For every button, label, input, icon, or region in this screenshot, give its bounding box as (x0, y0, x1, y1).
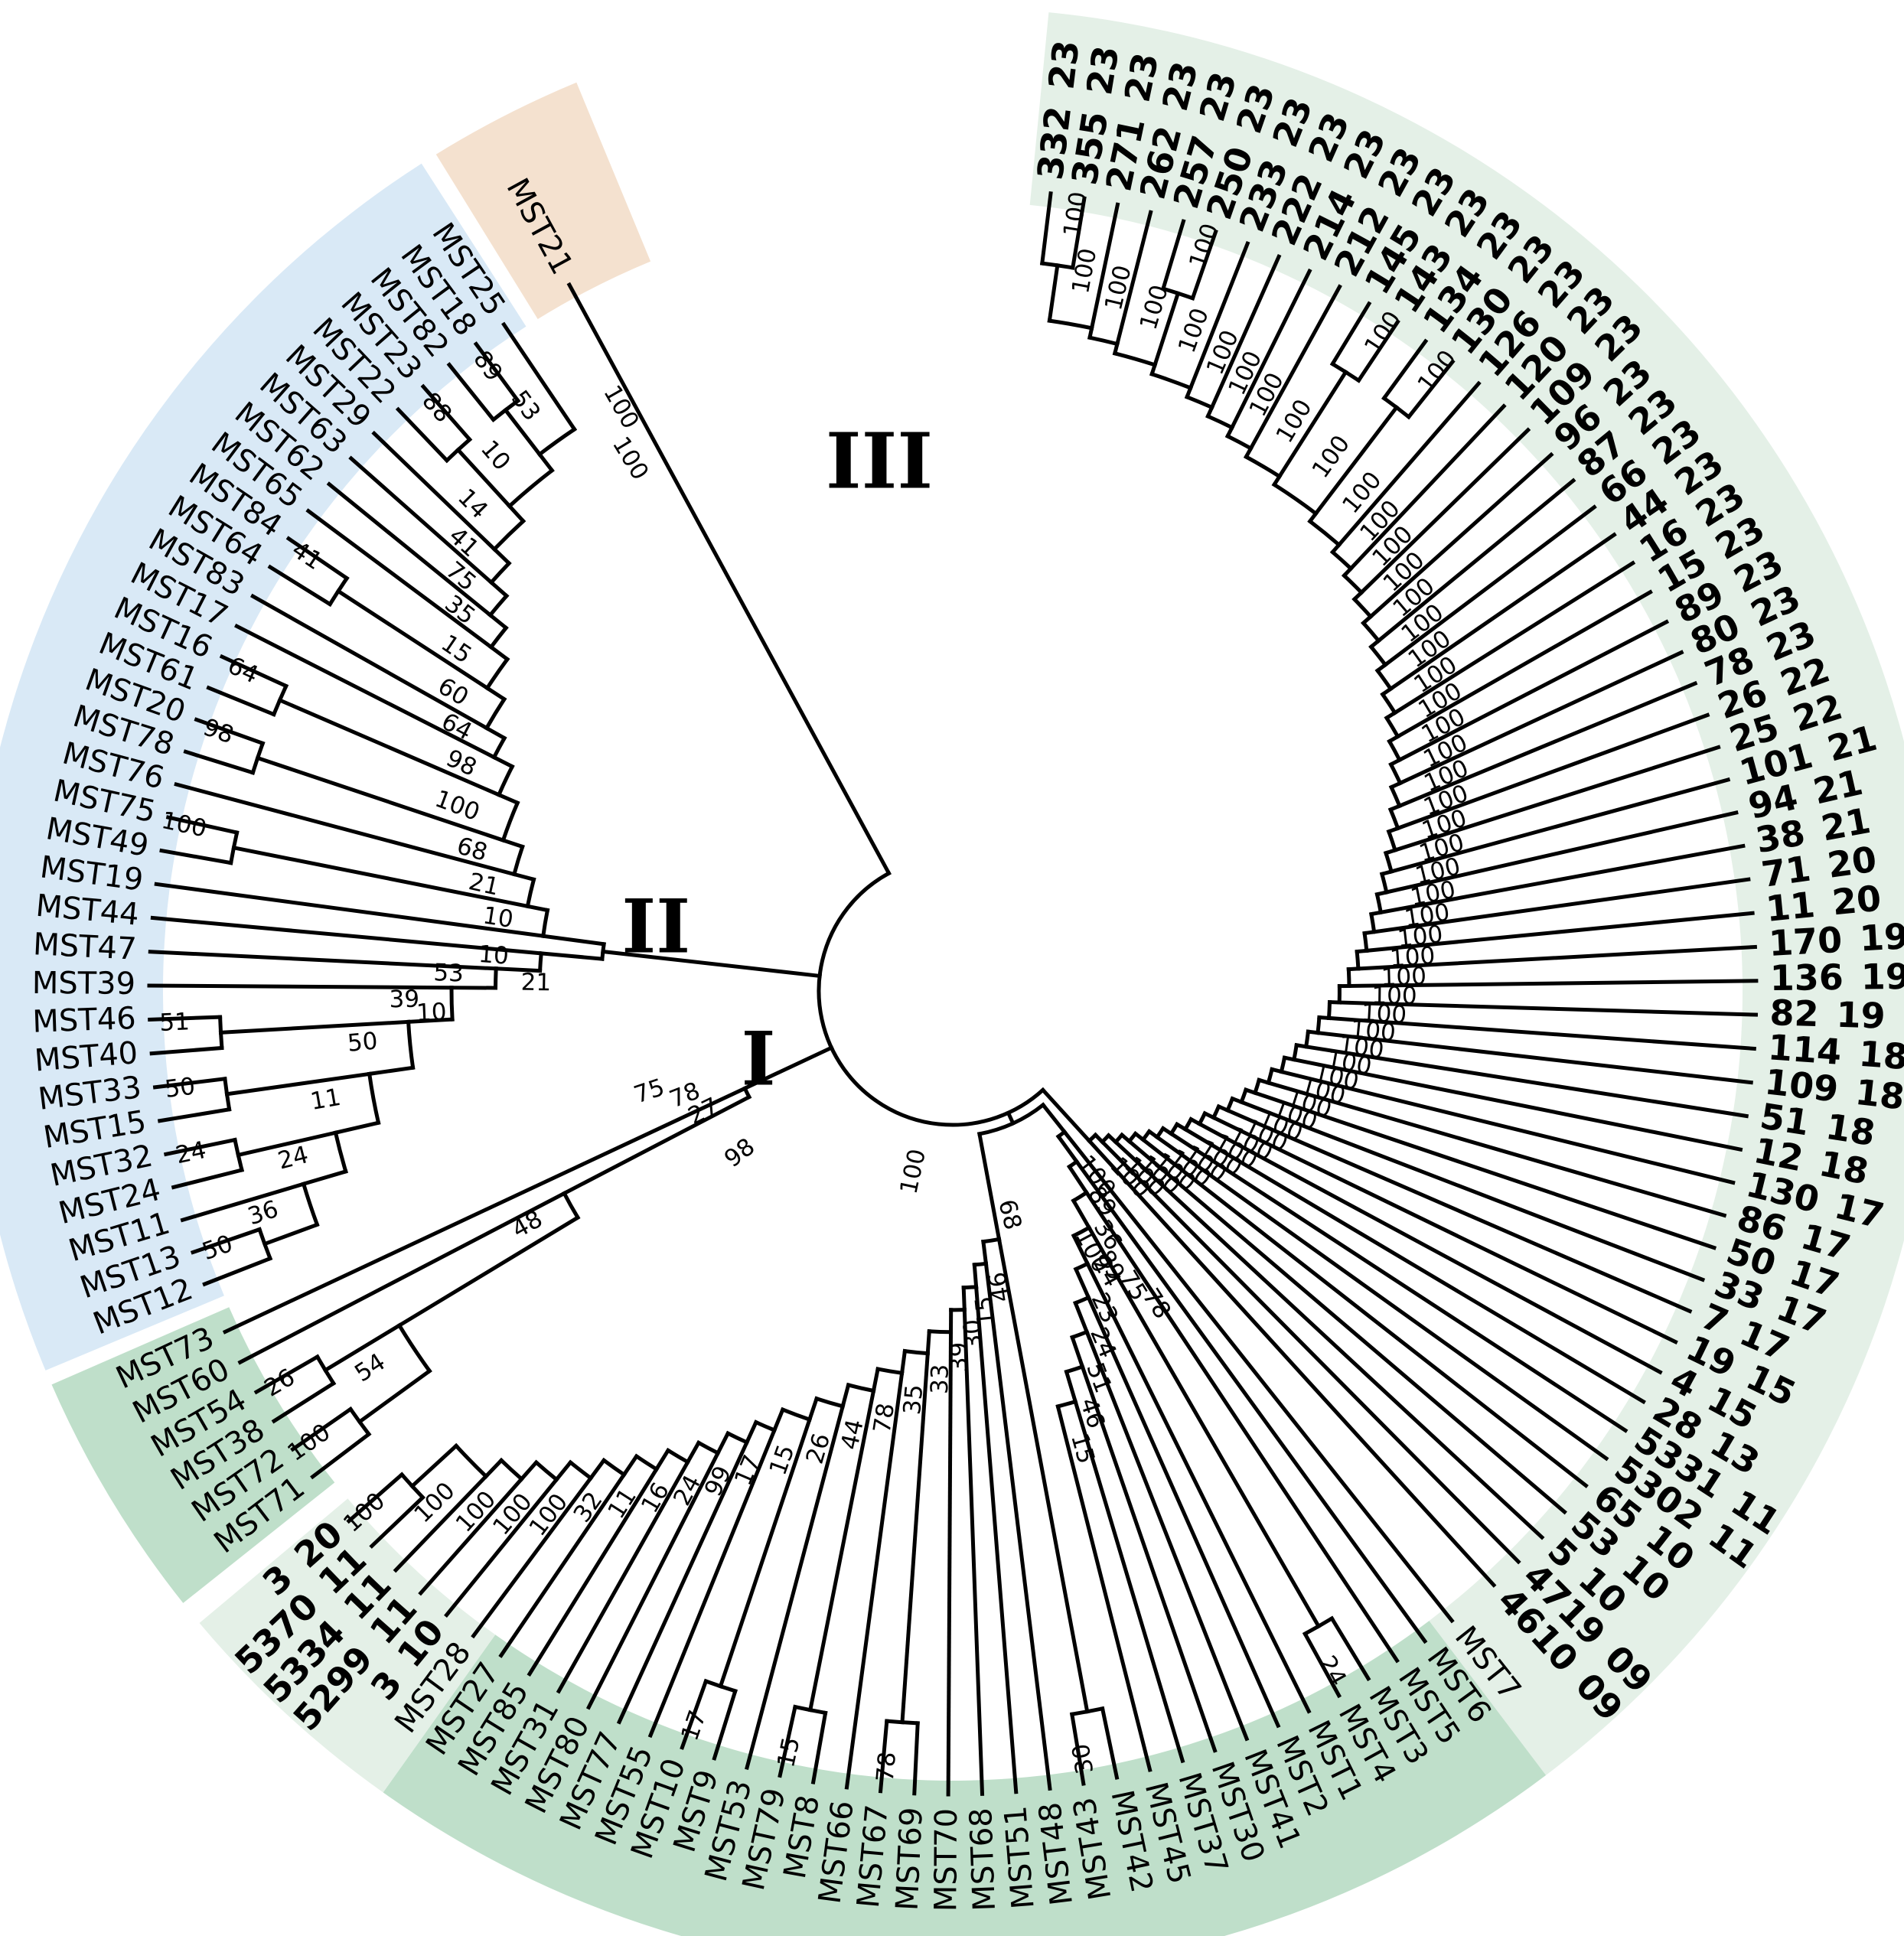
bootstrap-value: 15 (436, 630, 477, 670)
bootstrap-value: 10 (481, 901, 516, 934)
bootstrap-value: 35 (898, 1384, 928, 1416)
bootstrap-value: 24 (173, 1136, 208, 1169)
leaf-label: MST47 (32, 927, 137, 967)
cluster-wedge (1029, 12, 1904, 1775)
bootstrap-value: 98 (719, 1133, 760, 1173)
cluster-wedge (0, 163, 527, 1371)
bootstrap-value: 39 (945, 1341, 973, 1372)
bootstrap-value: 21 (520, 969, 551, 997)
bootstrap-value: 100 (487, 1488, 538, 1540)
bootstrap-value: 51 (159, 1008, 191, 1037)
cluster-wedge (435, 82, 651, 320)
clade-numeral-III: III (826, 416, 933, 507)
leaf-label: MST68 (963, 1807, 1003, 1912)
bootstrap-value: 39 (389, 986, 419, 1014)
bootstrap-value: 99 (699, 1462, 737, 1501)
bootstrap-value: 100 (1173, 305, 1214, 357)
bootstrap-value: 10 (416, 998, 447, 1027)
bootstrap-value: 46 (983, 1270, 1016, 1305)
bootstrap-value: 35 (439, 590, 480, 631)
bootstrap-value: 32 (569, 1487, 608, 1527)
bootstrap-value: 21 (466, 868, 501, 901)
leaf-label: 82 19 (1769, 992, 1886, 1036)
bootstrap-value: 30 (1067, 1742, 1099, 1776)
cluster-wedge (51, 1307, 335, 1603)
bootstrap-value: 53 (433, 959, 465, 987)
bootstrap-value: 11 (308, 1084, 343, 1116)
bootstrap-value: 14 (452, 484, 493, 524)
bootstrap-value: 64 (437, 708, 477, 746)
bootstrap-value: 100 (1067, 246, 1102, 296)
cluster-wedges: 1001001001001001001001001001001001001001… (0, 12, 1904, 1936)
cluster-wedge (383, 1621, 1547, 1936)
bootstrap-value: 30 (959, 1318, 988, 1351)
bootstrap-value: 50 (346, 1027, 378, 1057)
leaf-label: MST51 (998, 1804, 1041, 1910)
bootstrap-value: 100 (1337, 1031, 1386, 1064)
clade-numeral-II: II (621, 883, 690, 970)
bootstrap-value: 100 (524, 1488, 574, 1541)
bootstrap-value: 15 (970, 1295, 1001, 1328)
bootstrap-value: 10 (475, 435, 516, 476)
bootstrap-value: 100 (1381, 963, 1426, 992)
cluster-wedge (199, 1498, 496, 1793)
bootstrap-value: 100 (1371, 982, 1417, 1010)
bootstrap-value: 60 (433, 673, 473, 712)
bootstrap-value: 100 (1396, 921, 1444, 953)
leaf-label: MST70 (928, 1808, 964, 1912)
bootstrap-value: 15 (772, 1735, 805, 1770)
clade-numeral-I: I (742, 1015, 776, 1102)
bootstrap-value: 78 (869, 1401, 901, 1436)
bootstrap-value: 100 (1307, 430, 1356, 483)
bootstrap-value: 78 (872, 1751, 901, 1783)
bootstrap-value: 100 (451, 1486, 501, 1538)
bootstrap-value: 26 (801, 1430, 836, 1467)
bootstrap-value: 75 (631, 1074, 668, 1110)
bootstrap-value: 68 (454, 832, 491, 867)
leaf-label: 136 19 (1770, 956, 1904, 999)
leaf-label: MST69 (890, 1807, 930, 1912)
bootstrap-value: 44 (836, 1417, 869, 1452)
leaf-label: 170 19 (1768, 915, 1904, 964)
bootstrap-value: 100 (607, 432, 654, 484)
bootstrap-value: 100 (895, 1146, 932, 1196)
bootstrap-value: 100 (1349, 1015, 1397, 1048)
bootstrap-value: 54 (350, 1348, 390, 1388)
bootstrap-value: 10 (478, 940, 510, 970)
bootstrap-value: 100 (1361, 999, 1407, 1028)
bootstrap-value: 100 (598, 380, 644, 433)
leaf-label: MST46 (32, 1001, 137, 1040)
leaf-label: 114 18 (1767, 1026, 1904, 1077)
leaf-label: MST40 (33, 1035, 139, 1078)
bootstrap-value: 98 (442, 745, 481, 782)
bootstrap-value: 41 (443, 522, 484, 562)
bootstrap-value: 75 (441, 556, 481, 597)
leaf-label: MST39 (32, 966, 136, 1002)
bootstrap-value: 17 (729, 1451, 767, 1489)
bootstrap-value: 50 (163, 1072, 197, 1103)
bootstrap-value: 33 (926, 1364, 954, 1395)
bootstrap-value: 100 (1389, 942, 1436, 973)
